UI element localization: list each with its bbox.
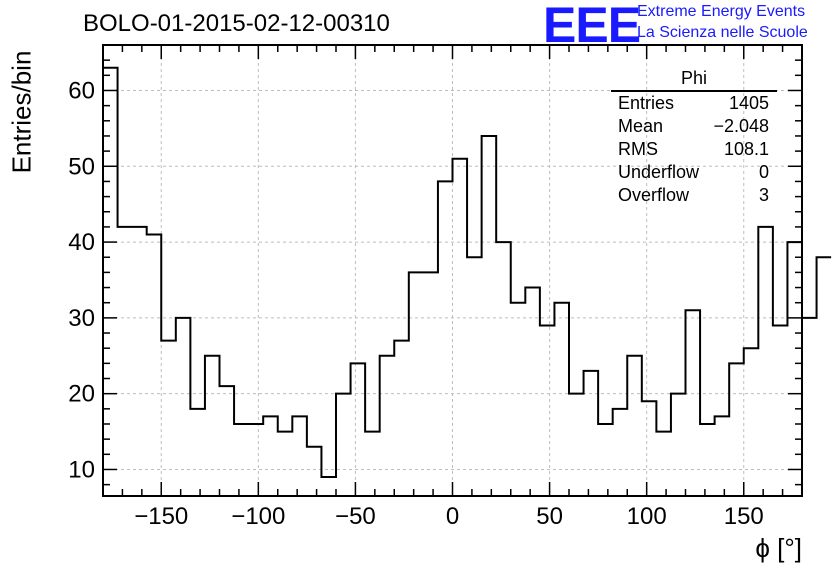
x-axis-label: ϕ [°] xyxy=(755,533,802,563)
histogram-bin xyxy=(380,356,395,496)
x-tick-label: −50 xyxy=(335,503,376,530)
histogram-bin xyxy=(700,424,715,496)
histogram-bin xyxy=(686,310,701,496)
histogram-bin xyxy=(627,356,642,496)
x-tick-label: 100 xyxy=(627,503,667,530)
logo-line-2: La Scienza nelle Scuole xyxy=(637,24,808,41)
stats-row-overflow: Overflow 3 xyxy=(611,184,777,207)
histogram-bin xyxy=(569,394,584,496)
y-tick-label: 60 xyxy=(68,77,95,104)
histogram-bin xyxy=(511,303,526,496)
histogram-bin xyxy=(220,386,235,496)
histogram-bin xyxy=(802,318,817,496)
logo-line-1: Extreme Energy Events xyxy=(637,3,806,20)
stats-title: Phi xyxy=(611,68,777,92)
stats-value: 1405 xyxy=(728,93,769,113)
histogram-bin xyxy=(656,432,671,496)
histogram-bin xyxy=(525,288,540,496)
histogram-bin xyxy=(190,409,205,496)
x-tick-label: 0 xyxy=(446,503,459,530)
histogram-outline xyxy=(103,66,832,479)
histogram-bin xyxy=(336,394,351,496)
x-tick-label: −150 xyxy=(134,503,188,530)
histogram-bin xyxy=(729,363,744,496)
histogram-bin xyxy=(205,356,220,496)
stats-label: RMS xyxy=(618,139,658,159)
histogram-bars xyxy=(103,66,832,496)
histogram-bin xyxy=(394,341,409,496)
y-tick-label: 50 xyxy=(68,153,95,180)
histogram-bin xyxy=(554,303,569,496)
stats-value: 3 xyxy=(758,185,769,205)
histogram-bin xyxy=(351,363,366,496)
histogram-bin xyxy=(307,447,322,496)
histogram-bin xyxy=(365,432,380,496)
histogram-bin xyxy=(234,424,249,496)
x-tick-label: 50 xyxy=(536,503,563,530)
eee-logo: EEE xyxy=(543,0,641,53)
stats-row-underflow: Underflow 0 xyxy=(611,161,777,184)
histogram-bin xyxy=(278,432,293,496)
stats-value: 108.1 xyxy=(723,139,769,159)
histogram-bin xyxy=(540,325,555,496)
histogram-bin xyxy=(467,257,482,496)
histogram-bin xyxy=(715,416,730,496)
stats-value: −2.048 xyxy=(713,116,769,136)
histogram-bin xyxy=(671,394,686,496)
stats-label: Mean xyxy=(618,116,664,136)
stats-value: 0 xyxy=(758,162,769,182)
histogram-bin xyxy=(147,234,162,496)
histogram-bin xyxy=(817,257,832,496)
stats-label: Entries xyxy=(618,93,675,113)
stats-row-entries: Entries 1405 xyxy=(611,92,777,115)
histogram-bin xyxy=(263,416,278,496)
histogram-bin xyxy=(423,272,438,496)
histogram-bin xyxy=(438,181,453,496)
histogram-bin xyxy=(744,348,759,496)
histogram-bin xyxy=(496,242,511,496)
histogram-bin xyxy=(642,401,657,496)
y-axis-label: Entries/bin xyxy=(6,50,37,174)
histogram-bin xyxy=(409,272,424,496)
y-tick-label: 40 xyxy=(68,229,95,256)
histogram-bin xyxy=(161,341,176,496)
stats-row-rms: RMS 108.1 xyxy=(611,138,777,161)
histogram-bin xyxy=(132,227,147,496)
axis-ticks xyxy=(103,45,802,496)
x-tick-label: 150 xyxy=(724,503,764,530)
histogram-bin xyxy=(321,477,336,496)
histogram-bin xyxy=(292,416,307,496)
histogram-bin xyxy=(758,227,773,496)
histogram-bin xyxy=(118,227,133,496)
histogram-bin xyxy=(584,371,599,496)
histogram-bin xyxy=(598,424,613,496)
y-tick-label: 20 xyxy=(68,381,95,408)
histogram-bin xyxy=(787,242,802,496)
y-tick-label: 30 xyxy=(68,305,95,332)
x-tick-label: −100 xyxy=(231,503,285,530)
histogram-bin xyxy=(482,136,497,496)
stats-label: Underflow xyxy=(618,162,700,182)
histogram-bin xyxy=(453,159,468,496)
histogram-bin xyxy=(613,409,628,496)
stats-box: Phi Entries 1405 Mean −2.048 RMS 108.1 U… xyxy=(611,68,777,207)
y-tick-label: 10 xyxy=(68,456,95,483)
histogram-bin xyxy=(773,325,788,496)
stats-row-mean: Mean −2.048 xyxy=(611,115,777,138)
tick-labels: −150 −100 −50 0 50 100 150 10 20 30 40 50 60 xyxy=(68,77,763,530)
stats-label: Overflow xyxy=(618,185,690,205)
histogram-bin xyxy=(103,68,118,496)
histogram-bin xyxy=(249,424,264,496)
chart-title: BOLO-01-2015-02-12-00310 xyxy=(83,10,390,37)
